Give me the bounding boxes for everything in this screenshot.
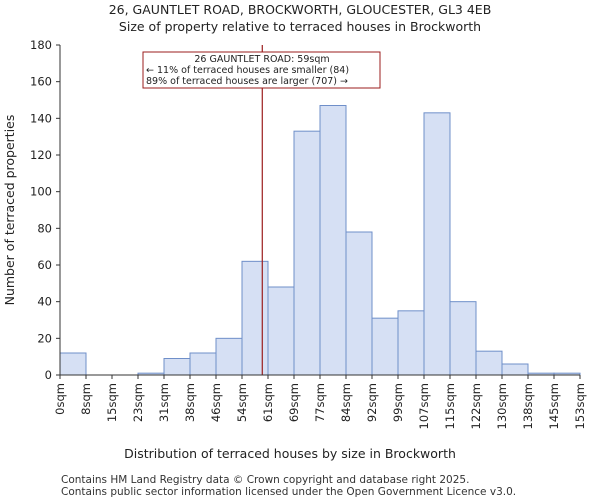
annotation-line3: 89% of terraced houses are larger (707) … xyxy=(146,76,348,87)
bar-122sqm xyxy=(475,350,503,376)
bar-84sqm xyxy=(345,231,373,376)
annotation-line2: ← 11% of terraced houses are smaller (84… xyxy=(146,65,349,76)
x-axis-label: Distribution of terraced houses by size … xyxy=(124,446,456,461)
x-tick-label: 153sqm xyxy=(573,383,587,429)
bar-54sqm xyxy=(241,260,269,376)
y-tick-label: 60 xyxy=(37,258,52,272)
y-tick-label: 180 xyxy=(30,38,52,52)
x-tick-label: 107sqm xyxy=(417,383,431,429)
chart-title-line2: Size of property relative to terraced ho… xyxy=(119,19,481,34)
bar-77sqm xyxy=(319,105,347,376)
x-tick-label: 0sqm xyxy=(53,383,67,415)
x-axis-ticks: 0sqm 8sqm 15sqm 23sqm 31sqm 38sqm 46sqm 54sqm 61… xyxy=(53,375,587,429)
x-tick-label: 31sqm xyxy=(157,383,171,422)
x-tick-label: 115sqm xyxy=(443,383,457,429)
x-tick-label: 122sqm xyxy=(469,383,483,429)
bar-107sqm xyxy=(423,112,451,376)
x-tick-label: 145sqm xyxy=(547,383,561,429)
x-tick-label: 8sqm xyxy=(79,383,93,415)
x-tick-label: 69sqm xyxy=(287,383,301,422)
bar-99sqm xyxy=(397,310,425,376)
x-tick-label: 92sqm xyxy=(365,383,379,422)
x-tick-label: 46sqm xyxy=(209,383,223,422)
bar-0sqm xyxy=(59,352,87,376)
y-axis-ticks: 0 20 40 60 80 100 120 140 160 180 xyxy=(30,38,60,382)
x-tick-label: 99sqm xyxy=(391,383,405,422)
bar-130sqm xyxy=(501,363,529,376)
y-tick-label: 40 xyxy=(37,295,52,309)
x-tick-label: 84sqm xyxy=(339,383,353,422)
y-tick-label: 20 xyxy=(37,331,52,345)
y-tick-label: 120 xyxy=(30,148,52,162)
x-tick-label: 130sqm xyxy=(495,383,509,429)
bars-group xyxy=(59,105,581,376)
footer-attribution-line2: Contains public sector information licen… xyxy=(61,486,517,498)
bar-69sqm xyxy=(293,130,321,376)
bar-115sqm xyxy=(449,301,477,376)
bar-38sqm xyxy=(189,352,217,376)
y-tick-label: 160 xyxy=(30,75,52,89)
annotation-border xyxy=(142,51,381,89)
bar-31sqm xyxy=(163,358,191,376)
axes xyxy=(59,45,580,376)
y-tick-label: 80 xyxy=(37,221,52,235)
bar-46sqm xyxy=(215,337,243,376)
x-tick-label: 54sqm xyxy=(235,383,249,422)
annotation-box: 26 GAUNTLET ROAD: 59sqm ← 11% of terrace… xyxy=(142,51,381,89)
x-tick-label: 61sqm xyxy=(261,383,275,422)
y-tick-label: 140 xyxy=(30,111,52,125)
chart-title-line1: 26, GAUNTLET ROAD, BROCKWORTH, GLOUCESTE… xyxy=(109,2,492,17)
x-tick-label: 38sqm xyxy=(183,383,197,422)
y-tick-label: 100 xyxy=(30,185,52,199)
annotation-line1: 26 GAUNTLET ROAD: 59sqm xyxy=(194,54,329,65)
bar-61sqm xyxy=(267,286,295,376)
bar-92sqm xyxy=(371,317,399,376)
x-tick-label: 15sqm xyxy=(105,383,119,422)
x-tick-label: 23sqm xyxy=(131,383,145,422)
footer-attribution-line1: Contains HM Land Registry data © Crown c… xyxy=(61,474,470,486)
x-tick-label: 138sqm xyxy=(521,383,535,429)
y-axis-label: Number of terraced properties xyxy=(2,115,17,306)
x-tick-label: 77sqm xyxy=(313,383,327,422)
y-tick-label: 0 xyxy=(45,368,52,382)
